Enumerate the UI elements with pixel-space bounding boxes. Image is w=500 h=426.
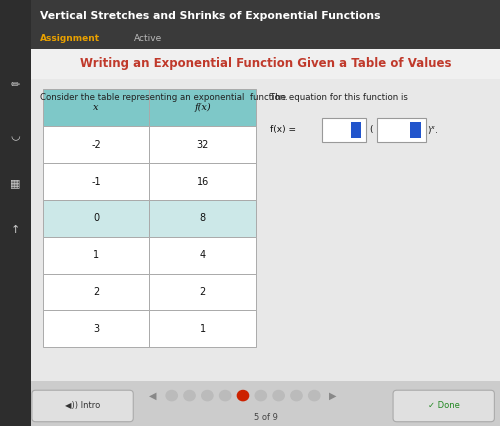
Text: x: x [94, 104, 99, 112]
Circle shape [308, 391, 320, 401]
Text: 32: 32 [196, 140, 209, 150]
Text: ◡: ◡ [10, 131, 20, 141]
Text: ✓ Done: ✓ Done [428, 401, 460, 411]
FancyBboxPatch shape [42, 273, 150, 311]
Text: Consider the table representing an exponential  function.: Consider the table representing an expon… [40, 93, 288, 103]
Circle shape [255, 391, 266, 401]
FancyBboxPatch shape [150, 163, 256, 200]
FancyBboxPatch shape [42, 311, 150, 347]
Text: 5 of 9: 5 of 9 [254, 414, 278, 423]
FancyBboxPatch shape [393, 390, 494, 422]
FancyBboxPatch shape [150, 311, 256, 347]
FancyBboxPatch shape [31, 0, 500, 49]
Text: ▦: ▦ [10, 178, 21, 188]
Text: The equation for this function is: The equation for this function is [270, 93, 408, 103]
FancyBboxPatch shape [150, 273, 256, 311]
Text: Vertical Stretches and Shrinks of Exponential Functions: Vertical Stretches and Shrinks of Expone… [40, 11, 381, 21]
FancyBboxPatch shape [42, 237, 150, 273]
Text: Writing an Exponential Function Given a Table of Values: Writing an Exponential Function Given a … [80, 58, 451, 70]
Text: -2: -2 [91, 140, 101, 150]
Text: f(x): f(x) [194, 104, 211, 112]
Circle shape [184, 391, 195, 401]
Text: ↑: ↑ [11, 225, 20, 235]
Text: Active: Active [134, 34, 162, 43]
FancyBboxPatch shape [31, 381, 500, 426]
Text: 3: 3 [93, 324, 99, 334]
Text: f(x) =: f(x) = [270, 125, 296, 135]
Text: (: ( [370, 125, 373, 135]
Text: Assignment: Assignment [40, 34, 100, 43]
FancyBboxPatch shape [42, 89, 150, 126]
Text: -1: -1 [92, 176, 101, 187]
FancyBboxPatch shape [42, 200, 150, 237]
FancyBboxPatch shape [31, 49, 500, 79]
FancyBboxPatch shape [150, 237, 256, 273]
Text: 2: 2 [200, 287, 206, 297]
FancyBboxPatch shape [150, 200, 256, 237]
Circle shape [166, 391, 177, 401]
FancyBboxPatch shape [410, 122, 420, 138]
Circle shape [291, 391, 302, 401]
Text: 1: 1 [200, 324, 206, 334]
FancyBboxPatch shape [42, 163, 150, 200]
FancyBboxPatch shape [351, 122, 361, 138]
FancyBboxPatch shape [42, 126, 150, 163]
Circle shape [273, 391, 284, 401]
Text: 4: 4 [200, 250, 206, 260]
Text: )$^x$.: )$^x$. [428, 124, 438, 136]
Text: 1: 1 [93, 250, 99, 260]
FancyBboxPatch shape [31, 49, 500, 381]
Text: 16: 16 [196, 176, 209, 187]
Text: 8: 8 [200, 213, 206, 223]
Text: ◀)) Intro: ◀)) Intro [65, 401, 100, 411]
Circle shape [220, 391, 231, 401]
Circle shape [202, 391, 213, 401]
FancyBboxPatch shape [376, 118, 426, 142]
FancyBboxPatch shape [32, 390, 133, 422]
Text: ▶: ▶ [330, 391, 337, 400]
Text: ✏: ✏ [11, 80, 20, 90]
FancyBboxPatch shape [150, 126, 256, 163]
FancyBboxPatch shape [322, 118, 366, 142]
Text: 0: 0 [93, 213, 99, 223]
Circle shape [238, 391, 248, 401]
Text: ◀: ◀ [149, 391, 156, 400]
Text: 2: 2 [93, 287, 99, 297]
FancyBboxPatch shape [150, 89, 256, 126]
